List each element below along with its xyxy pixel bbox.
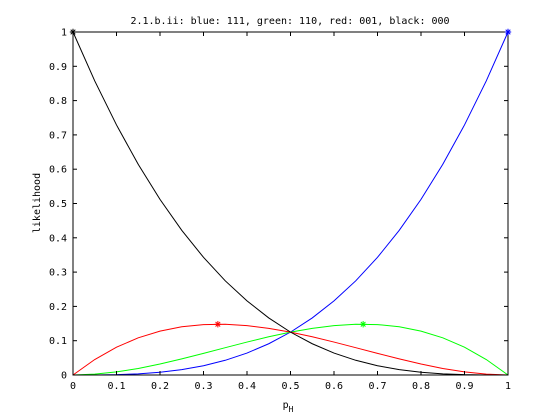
x-tick-label: 0	[70, 381, 76, 392]
y-tick-label: 1	[61, 28, 67, 39]
x-tick-label: 0.9	[455, 381, 473, 392]
x-tick-label: 0.2	[151, 381, 169, 392]
x-axis-label: pH	[283, 400, 294, 414]
y-tick-label: 0.3	[49, 268, 67, 279]
x-tick-label: 0.6	[325, 381, 343, 392]
max-marker-001	[214, 321, 222, 328]
y-tick-label: 0.2	[49, 302, 67, 313]
y-tick-label: 0.8	[49, 96, 67, 107]
x-tick-label: 0.8	[412, 381, 430, 392]
y-tick-label: 0.7	[49, 130, 67, 141]
max-marker-110	[359, 321, 367, 328]
x-tick-label: 1	[505, 381, 511, 392]
x-tick-label: 0.1	[107, 381, 125, 392]
x-axis-label-subscript: H	[289, 405, 294, 414]
x-tick-label: 0.3	[194, 381, 212, 392]
x-tick-label: 0.4	[238, 381, 256, 392]
x-tick-label: 0.7	[368, 381, 386, 392]
series-layer	[72, 31, 509, 376]
y-tick-label: 0.5	[49, 199, 67, 210]
y-tick-label: 0.9	[49, 62, 67, 73]
markers-layer	[69, 28, 512, 328]
max-marker-000	[69, 28, 77, 36]
y-tick-label: 0.6	[49, 165, 67, 176]
y-tick-label: 0	[61, 371, 67, 382]
y-axis-label: likelihood	[32, 173, 43, 233]
x-tick-label: 0.5	[281, 381, 299, 392]
series-line-000	[72, 31, 509, 376]
max-marker-111	[504, 28, 512, 36]
chart-title: 2.1.b.ii: blue: 111, green: 110, red: 00…	[130, 16, 449, 27]
y-tick-label: 0.4	[49, 233, 67, 244]
ticks-layer: 0 0.1 0.2 0.3 0.4 0.5 0.6 0.7 0.8 0.9 1 0 0.1 0.2 0.3 0…	[49, 28, 511, 393]
x-axis-label-main: p	[283, 400, 289, 411]
y-tick-label: 0.1	[49, 336, 67, 347]
